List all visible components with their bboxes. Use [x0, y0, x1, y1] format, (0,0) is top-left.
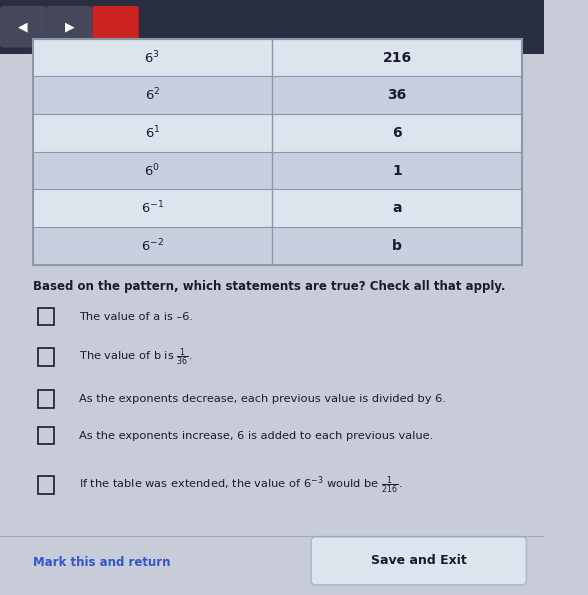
Text: Based on the pattern, which statements are true? Check all that apply.: Based on the pattern, which statements a… — [32, 280, 505, 293]
Text: 1: 1 — [392, 164, 402, 177]
FancyBboxPatch shape — [32, 114, 522, 152]
Text: ▶: ▶ — [65, 20, 74, 33]
FancyBboxPatch shape — [32, 152, 522, 189]
FancyBboxPatch shape — [46, 6, 92, 48]
Text: 6: 6 — [392, 126, 402, 140]
Text: Mark this and return: Mark this and return — [32, 556, 170, 569]
Text: $6^{3}$: $6^{3}$ — [145, 49, 160, 66]
FancyBboxPatch shape — [32, 227, 522, 265]
Text: ◀: ◀ — [18, 20, 28, 33]
Text: If the table was extended, the value of $6^{-3}$ would be $\frac{1}{216}$.: If the table was extended, the value of … — [79, 474, 402, 496]
Text: As the exponents increase, 6 is added to each previous value.: As the exponents increase, 6 is added to… — [79, 431, 433, 440]
Text: $6^{0}$: $6^{0}$ — [145, 162, 160, 179]
Text: The value of a is –6.: The value of a is –6. — [79, 312, 193, 321]
FancyBboxPatch shape — [0, 0, 544, 54]
Text: a: a — [392, 201, 402, 215]
Text: 216: 216 — [382, 51, 412, 64]
FancyBboxPatch shape — [32, 189, 522, 227]
FancyBboxPatch shape — [32, 39, 522, 76]
FancyBboxPatch shape — [311, 537, 526, 585]
Text: $6^{2}$: $6^{2}$ — [145, 87, 160, 104]
FancyBboxPatch shape — [0, 6, 46, 48]
FancyBboxPatch shape — [92, 6, 139, 48]
FancyBboxPatch shape — [32, 76, 522, 114]
Text: $6^{1}$: $6^{1}$ — [145, 124, 160, 141]
Text: Save and Exit: Save and Exit — [371, 554, 467, 567]
Text: 36: 36 — [387, 88, 407, 102]
Text: As the exponents decrease, each previous value is divided by 6.: As the exponents decrease, each previous… — [79, 394, 446, 403]
Text: $6^{{-2}}$: $6^{{-2}}$ — [141, 237, 164, 254]
Text: b: b — [392, 239, 402, 253]
Text: $6^{{-1}}$: $6^{{-1}}$ — [141, 200, 164, 217]
Text: The value of b is $\frac{1}{36}$.: The value of b is $\frac{1}{36}$. — [79, 346, 192, 368]
